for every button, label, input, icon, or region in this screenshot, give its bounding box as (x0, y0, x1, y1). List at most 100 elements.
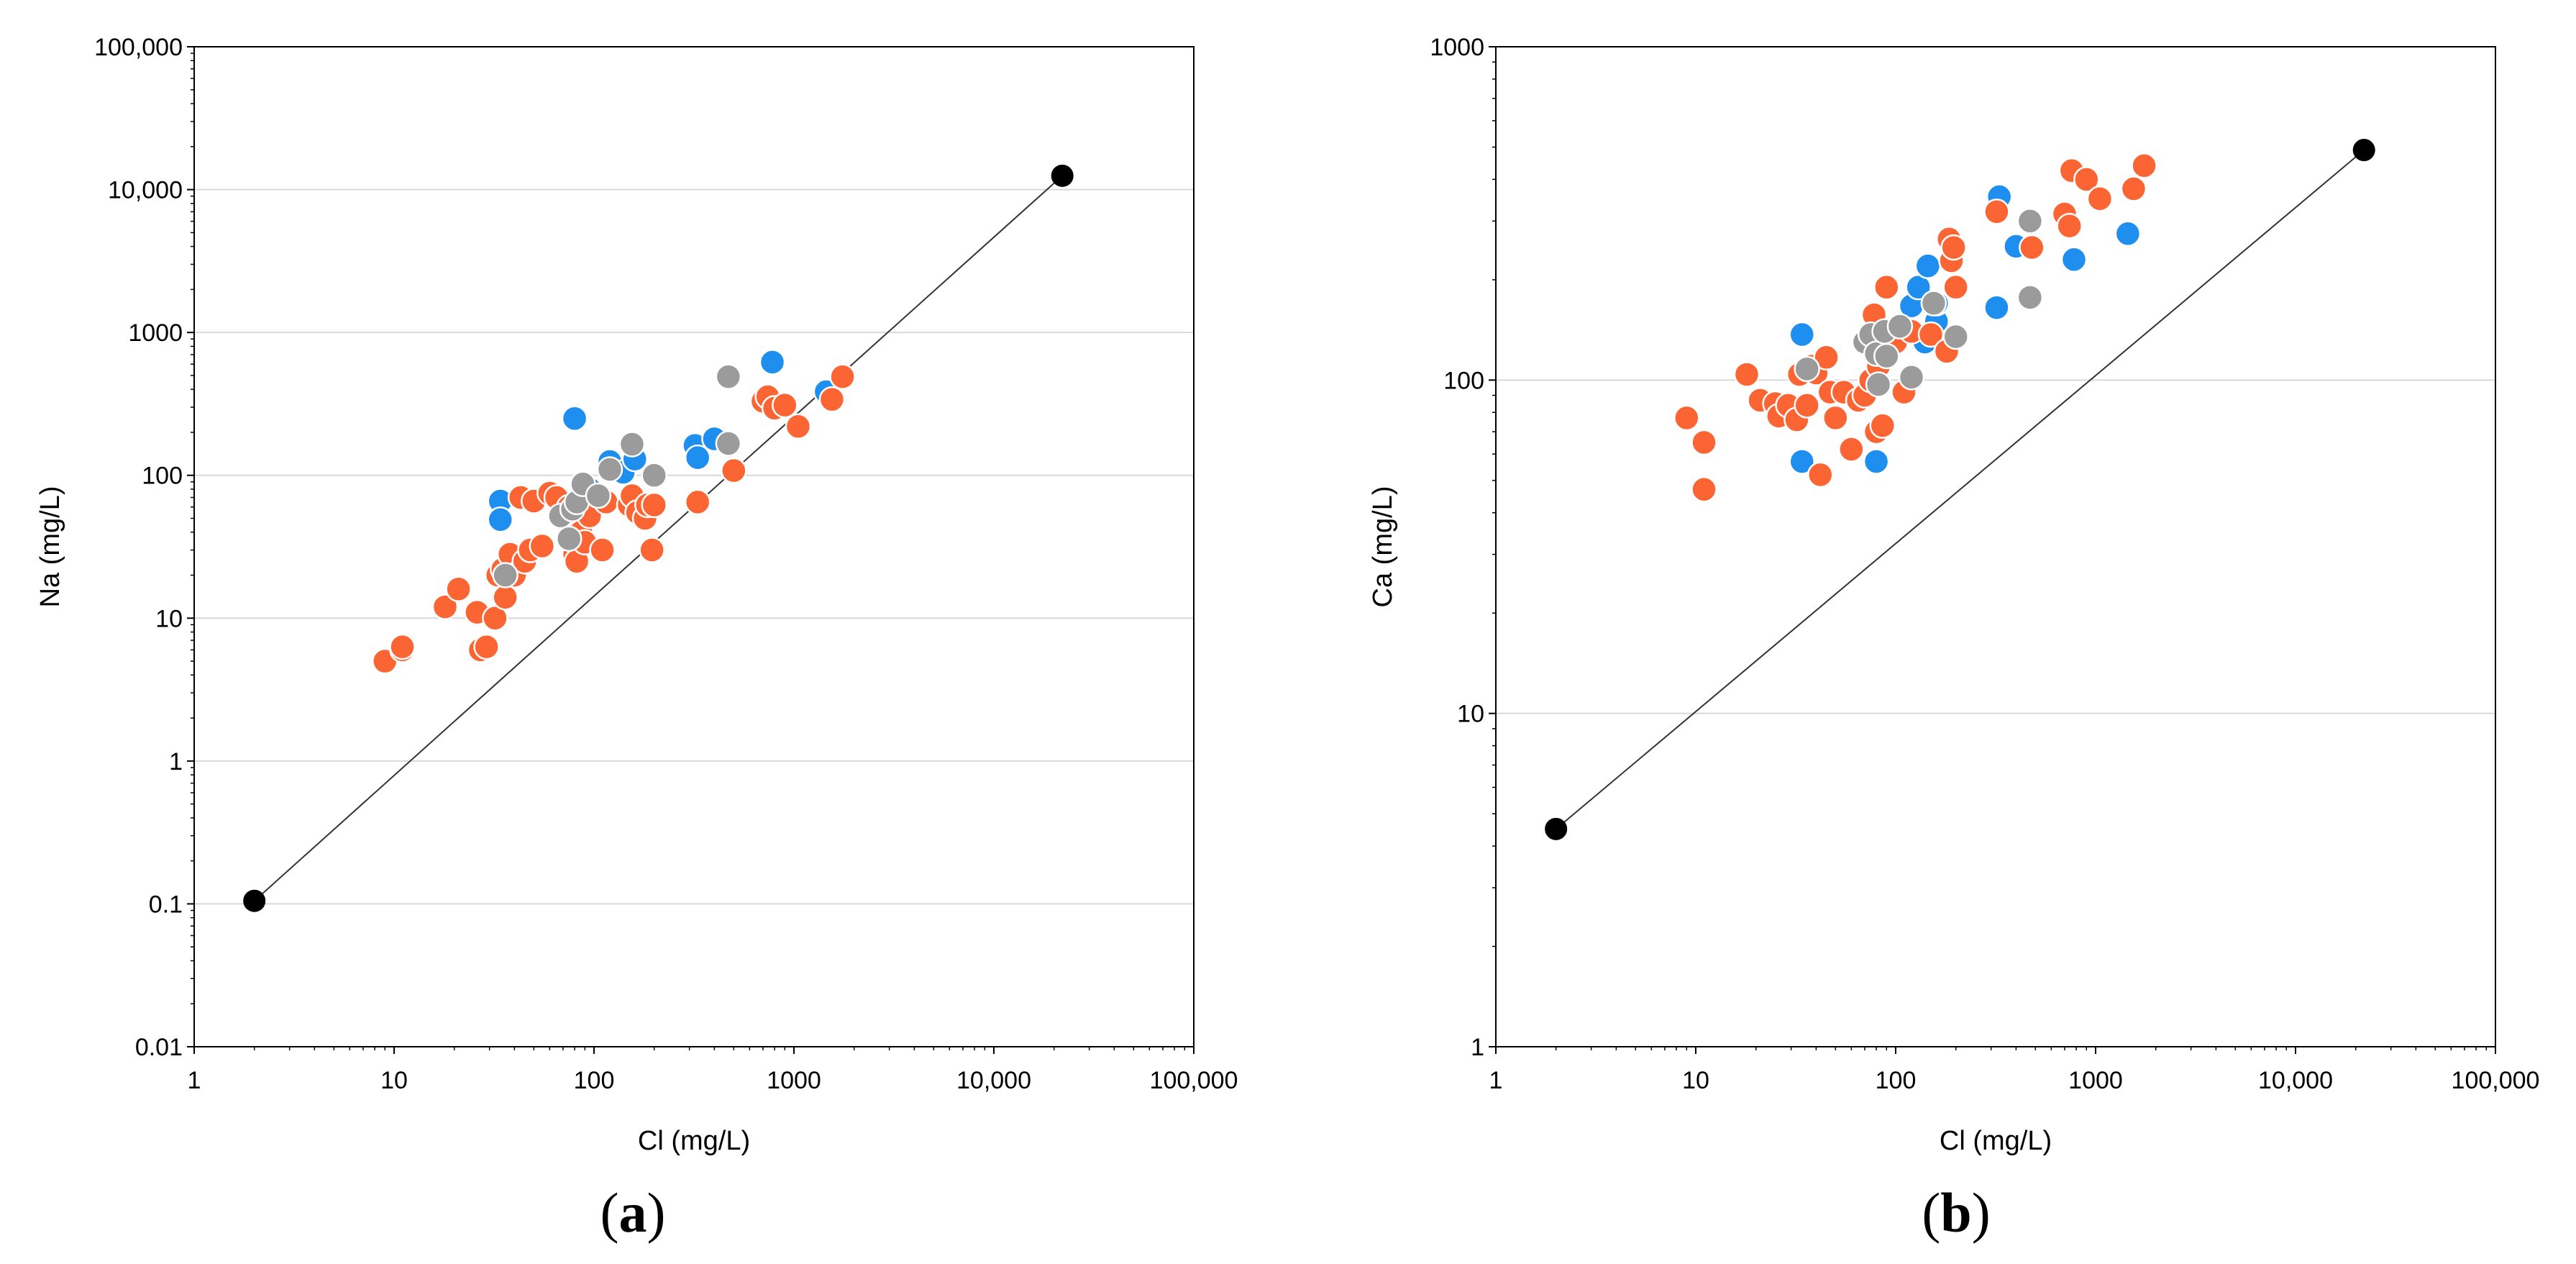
y-tick-label: 0.01 (135, 1034, 183, 1061)
y-tick-label: 100,000 (94, 34, 183, 61)
data-point-orange (818, 386, 846, 413)
data-point-orange (529, 532, 556, 560)
x-tick-label: 100,000 (1150, 1067, 1238, 1094)
data-point-orange (1691, 429, 1717, 456)
data-point-gray (1865, 371, 1892, 398)
data-point-orange (721, 457, 747, 484)
data-point-endpoints (243, 889, 266, 912)
y-axis-ticks-a: 0.01 0.1 1 10 100 1000 10,000 100,000 (94, 34, 194, 1061)
data-point-blue (684, 444, 711, 471)
plot-frame-a (193, 46, 1195, 1047)
data-point-orange (1942, 273, 1969, 301)
gridlines-a (194, 188, 1194, 905)
x-tick-label: 10,000 (2258, 1067, 2333, 1094)
reference-line-segment (1556, 149, 2365, 830)
data-point-orange (1940, 234, 1967, 261)
x-tick-label: 1000 (2068, 1067, 2123, 1094)
panel-label-b: (b) (1922, 1181, 1990, 1244)
x-axis-ticks-b: 1 10 100 1000 10,000 100,000 (1489, 1047, 2540, 1094)
data-point-gray (492, 562, 519, 588)
data-point-orange (1807, 461, 1834, 488)
data-point-orange (684, 488, 711, 516)
panel-b: 1 10 100 1000 10,000 100,000 1 10 100 1000 Cl (m… (1368, 34, 2539, 1244)
x-tick-label: 10 (380, 1067, 408, 1094)
data-point-orange (2073, 166, 2100, 193)
data-point-orange (2019, 234, 2045, 261)
x-tick-label: 1 (1489, 1067, 1503, 1094)
y-axis-ticks-b: 1 10 100 1000 (1430, 34, 1496, 1061)
data-point-blue (1863, 448, 1890, 475)
y-tick-label: 100 (142, 463, 183, 490)
x-axis-ticks-a: 1 10 100 1000 10,000 100,000 (188, 1047, 1238, 1094)
y-tick-label: 1000 (128, 319, 183, 347)
data-point-orange (492, 584, 519, 611)
reference-line-b (1556, 149, 2365, 830)
data-point-gray (2017, 284, 2044, 311)
data-point-blue (1789, 448, 1816, 475)
reference-line-a (254, 175, 1063, 901)
data-point-orange (473, 633, 500, 660)
data-point-orange (1869, 412, 1896, 439)
x-tick-label: 100,000 (2452, 1067, 2540, 1094)
data-point-blue (1789, 321, 1816, 348)
data-points-b (1545, 139, 2375, 840)
data-point-blue (487, 506, 514, 533)
data-point-orange (2086, 185, 2114, 212)
x-tick-label: 10,000 (956, 1067, 1031, 1094)
data-point-orange (1813, 344, 1840, 370)
data-point-gray (715, 363, 742, 390)
data-point-gray (618, 431, 646, 458)
data-point-gray (596, 456, 624, 483)
data-point-orange (2056, 212, 2083, 240)
data-point-orange (1691, 476, 1717, 503)
data-point-blue (1983, 294, 2010, 321)
y-tick-label: 1000 (1430, 34, 1484, 61)
data-point-orange (785, 413, 812, 440)
data-point-gray (556, 525, 583, 553)
data-point-orange (2131, 152, 2157, 179)
data-point-orange (829, 363, 856, 390)
y-tick-label: 1 (1471, 1034, 1484, 1061)
data-point-gray (1942, 323, 1969, 350)
data-point-gray (1898, 364, 1925, 391)
data-point-gray (1920, 290, 1947, 317)
data-point-orange (389, 633, 416, 660)
data-point-blue (759, 349, 786, 376)
data-point-orange (1733, 361, 1760, 388)
data-point-gray (585, 482, 612, 509)
x-tick-label: 10 (1682, 1067, 1709, 1094)
data-point-blue (2114, 220, 2142, 247)
y-tick-label: 1 (169, 748, 183, 776)
panel-label-a: (a) (600, 1181, 666, 1244)
data-point-blue (2060, 246, 2088, 273)
panel-letter-a: a (619, 1181, 647, 1244)
data-point-orange (772, 391, 798, 419)
y-tick-label: 10 (1457, 701, 1484, 728)
x-axis-title-a: Cl (mg/L) (638, 1126, 750, 1156)
y-axis-title-a: Na (mg/L) (35, 486, 65, 608)
data-point-endpoints (1051, 164, 1074, 187)
x-tick-label: 100 (574, 1067, 615, 1094)
x-axis-title-b: Cl (mg/L) (1940, 1126, 2052, 1156)
data-point-gray (1886, 313, 1914, 340)
y-axis-title-b: Ca (mg/L) (1368, 486, 1398, 608)
data-point-orange (639, 537, 665, 563)
y-tick-label: 10,000 (108, 177, 183, 204)
x-tick-label: 1 (188, 1067, 201, 1094)
data-point-gray (641, 462, 667, 488)
data-point-gray (2017, 208, 2044, 235)
data-point-orange (641, 491, 667, 519)
y-tick-label: 10 (155, 605, 183, 632)
data-point-orange (482, 605, 508, 632)
data-point-orange (431, 594, 459, 620)
data-point-gray (715, 430, 742, 457)
y-tick-label: 100 (1443, 367, 1484, 394)
data-point-orange (2120, 176, 2147, 202)
data-point-endpoints (2352, 139, 2375, 162)
data-point-orange (1983, 199, 2010, 225)
data-point-orange (1838, 436, 1865, 463)
data-point-gray (1873, 342, 1900, 370)
data-point-blue (1914, 253, 1942, 279)
panel-a: 1 10 100 1000 10,000 100,000 0.01 0.1 1 10 100 100… (35, 34, 1238, 1244)
